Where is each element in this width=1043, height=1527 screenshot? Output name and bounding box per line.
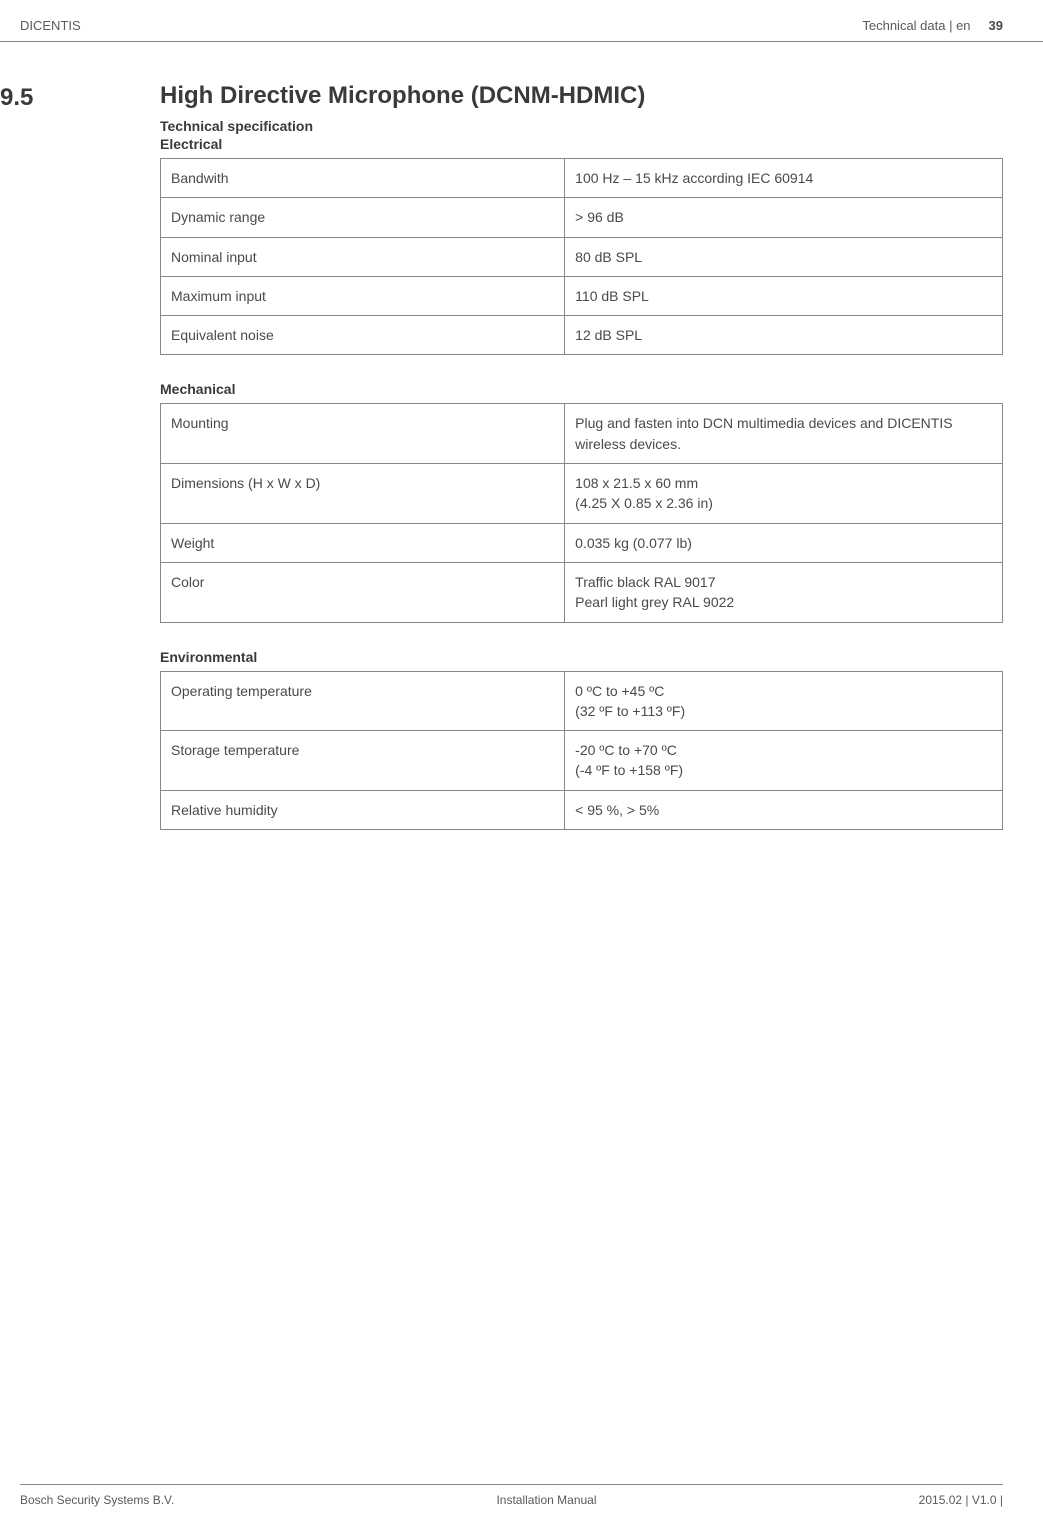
group-spacer <box>160 623 1003 647</box>
spec-table: MountingPlug and fasten into DCN multime… <box>160 403 1003 622</box>
spec-value: 12 dB SPL <box>565 316 1003 355</box>
spec-label: Relative humidity <box>161 790 565 829</box>
spec-label: Color <box>161 562 565 622</box>
page-header: DICENTIS Technical data | en 39 <box>0 0 1043 42</box>
spec-value: 108 x 21.5 x 60 mm(4.25 X 0.85 x 2.36 in… <box>565 464 1003 524</box>
spec-label: Maximum input <box>161 276 565 315</box>
subsection-title: Technical specification <box>160 118 1003 134</box>
table-row: Storage temperature-20 ºC to +70 ºC(-4 º… <box>161 731 1003 791</box>
table-row: ColorTraffic black RAL 9017Pearl light g… <box>161 562 1003 622</box>
spec-value: 100 Hz – 15 kHz according IEC 60914 <box>565 159 1003 198</box>
spec-tables-container: Electrical Bandwith100 Hz – 15 kHz accord… <box>160 136 1003 830</box>
spec-table: Operating temperature0 ºC to +45 ºC(32 º… <box>160 671 1003 830</box>
main-content: High Directive Microphone (DCNM-HDMIC) T… <box>160 82 1003 830</box>
spec-table: Bandwith100 Hz – 15 kHz according IEC 60… <box>160 158 1003 355</box>
table-row: Dimensions (H x W x D)108 x 21.5 x 60 mm… <box>161 464 1003 524</box>
page-footer: Bosch Security Systems B.V. Installation… <box>20 1484 1003 1507</box>
group-spacer <box>160 355 1003 379</box>
section-number: 9.5 <box>0 82 160 830</box>
table-row: MountingPlug and fasten into DCN multime… <box>161 404 1003 464</box>
table-row: Equivalent noise12 dB SPL <box>161 316 1003 355</box>
spec-value: Traffic black RAL 9017Pearl light grey R… <box>565 562 1003 622</box>
table-row: Nominal input80 dB SPL <box>161 237 1003 276</box>
spec-label: Dynamic range <box>161 198 565 237</box>
table-row: Dynamic range> 96 dB <box>161 198 1003 237</box>
spec-label: Weight <box>161 523 565 562</box>
table-row: Operating temperature0 ºC to +45 ºC(32 º… <box>161 671 1003 731</box>
table-row: Maximum input110 dB SPL <box>161 276 1003 315</box>
spec-value: 0.035 kg (0.077 lb) <box>565 523 1003 562</box>
spec-label: Equivalent noise <box>161 316 565 355</box>
spec-value: < 95 %, > 5% <box>565 790 1003 829</box>
spec-value: -20 ºC to +70 ºC(-4 ºF to +158 ºF) <box>565 731 1003 791</box>
table-row: Relative humidity< 95 %, > 5% <box>161 790 1003 829</box>
spec-value: 80 dB SPL <box>565 237 1003 276</box>
spec-label: Dimensions (H x W x D) <box>161 464 565 524</box>
header-left: DICENTIS <box>20 18 81 33</box>
section-title: High Directive Microphone (DCNM-HDMIC) <box>160 82 1003 110</box>
spec-label: Bandwith <box>161 159 565 198</box>
footer-center: Installation Manual <box>496 1493 596 1507</box>
footer-right: 2015.02 | V1.0 | <box>919 1493 1003 1507</box>
table-heading: Electrical <box>160 136 1003 152</box>
header-right: Technical data | en 39 <box>862 18 1003 33</box>
spec-label: Storage temperature <box>161 731 565 791</box>
table-row: Bandwith100 Hz – 15 kHz according IEC 60… <box>161 159 1003 198</box>
spec-value: 110 dB SPL <box>565 276 1003 315</box>
spec-label: Operating temperature <box>161 671 565 731</box>
table-heading: Environmental <box>160 649 1003 665</box>
spec-value: Plug and fasten into DCN multimedia devi… <box>565 404 1003 464</box>
footer-left: Bosch Security Systems B.V. <box>20 1493 174 1507</box>
table-row: Weight0.035 kg (0.077 lb) <box>161 523 1003 562</box>
spec-value: 0 ºC to +45 ºC(32 ºF to +113 ºF) <box>565 671 1003 731</box>
spec-label: Nominal input <box>161 237 565 276</box>
page-number: 39 <box>989 18 1003 33</box>
spec-label: Mounting <box>161 404 565 464</box>
spec-value: > 96 dB <box>565 198 1003 237</box>
table-heading: Mechanical <box>160 381 1003 397</box>
header-right-label: Technical data | en <box>862 18 970 33</box>
